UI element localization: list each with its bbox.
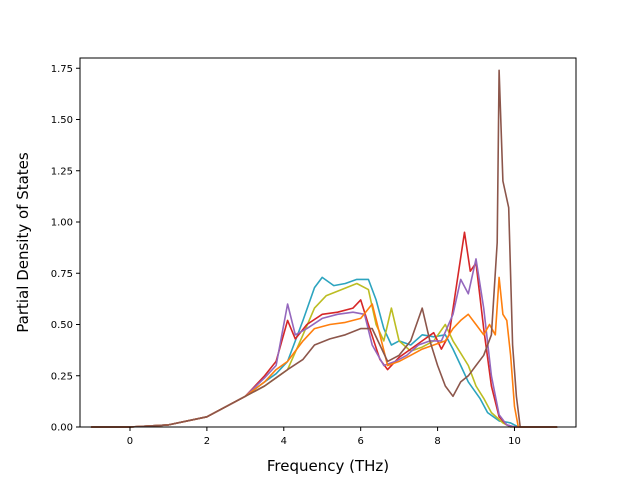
y-tick-label: 1.75 bbox=[51, 64, 73, 75]
series-line-4 bbox=[90, 258, 558, 428]
y-tick-label: 0.50 bbox=[51, 320, 73, 331]
x-axis-ticks: 0 2 4 6 8 10 bbox=[127, 427, 521, 447]
y-tick-label: 0.25 bbox=[51, 371, 73, 382]
series-line-6 bbox=[90, 69, 558, 428]
x-tick-label: 4 bbox=[281, 436, 287, 447]
plot-frame bbox=[79, 57, 577, 428]
y-tick-label: 1.00 bbox=[51, 218, 73, 229]
x-axis-label: Frequency (THz) bbox=[267, 457, 389, 475]
x-tick-label: 2 bbox=[204, 436, 210, 447]
x-tick-label: 10 bbox=[508, 436, 521, 447]
series-line-3 bbox=[90, 231, 558, 428]
x-tick-label: 6 bbox=[357, 436, 363, 447]
y-axis-ticks: 0.00 0.25 0.50 0.75 1.00 1.25 1.50 1.75 bbox=[51, 64, 80, 434]
x-tick-label: 0 bbox=[127, 436, 133, 447]
y-tick-label: 0.00 bbox=[51, 423, 73, 434]
y-tick-label: 1.50 bbox=[51, 115, 73, 126]
y-axis-label: Partial Density of States bbox=[14, 152, 32, 333]
y-tick-label: 0.75 bbox=[51, 269, 73, 280]
series-line-5 bbox=[90, 276, 558, 428]
x-tick-label: 8 bbox=[434, 436, 440, 447]
series-layer bbox=[90, 69, 558, 428]
y-tick-label: 1.25 bbox=[51, 166, 73, 177]
